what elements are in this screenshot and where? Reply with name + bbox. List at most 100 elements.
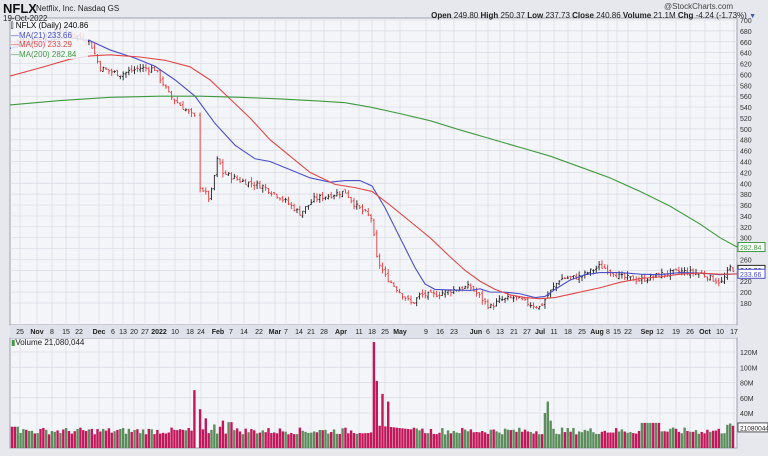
svg-text:60M: 60M [740,396,754,403]
svg-text:25: 25 [578,329,586,336]
svg-text:27: 27 [141,329,149,336]
svg-text:10: 10 [171,329,179,336]
svg-text:10: 10 [716,329,724,336]
low-value: 237.73 [545,11,570,20]
company-name: Netflix, Inc. [36,4,76,13]
svg-text:21: 21 [510,329,518,336]
svg-text:20: 20 [130,329,138,336]
svg-text:580: 580 [740,83,752,90]
ma200-line-icon: — [11,49,19,59]
legend-ma200: —MA(200) 282.84 [11,50,88,60]
volume-label: Volume [622,11,652,20]
svg-text:8: 8 [606,329,610,336]
svg-text:6: 6 [486,329,490,336]
svg-text:27: 27 [523,329,531,336]
svg-text:40M: 40M [740,411,754,418]
svg-text:6: 6 [111,329,115,336]
svg-text:17: 17 [730,329,738,336]
svg-text:14: 14 [240,329,248,336]
svg-text:400: 400 [740,181,752,188]
ohlc-icon: ⫿ [11,21,14,30]
svg-text:26: 26 [686,329,694,336]
svg-text:18: 18 [368,329,376,336]
dropdown-arrow-icon[interactable]: ▼ [749,13,756,20]
svg-text:380: 380 [740,192,752,199]
svg-text:460: 460 [740,149,752,156]
svg-text:100M: 100M [740,365,758,372]
volume-legend-text: Volume 21,080,044 [15,338,85,347]
company-exchange: Netflix, Inc. Nasdaq GS [36,4,119,13]
svg-text:23: 23 [450,329,458,336]
chart-date: 19-Oct-2022 [3,14,48,23]
svg-text:180: 180 [740,301,752,308]
legend-price: ⫿ NFLX (Daily) 240.86 [11,21,88,31]
svg-text:520: 520 [740,116,752,123]
legend-ma50: —MA(50) 233.29 [11,40,88,50]
svg-text:25: 25 [16,329,24,336]
ticker-symbol: NFLX [3,1,37,16]
svg-text:Dec: Dec [93,329,106,336]
svg-text:7: 7 [229,329,233,336]
legend-ma50-text: MA(50) 233.29 [19,40,72,49]
ma21-line-icon: — [11,30,19,40]
svg-text:18: 18 [564,329,572,336]
svg-text:7: 7 [284,329,288,336]
svg-text:540: 540 [740,105,752,112]
svg-text:Mar: Mar [269,329,282,336]
svg-text:22: 22 [75,329,83,336]
svg-text:640: 640 [740,51,752,58]
svg-text:680: 680 [740,29,752,36]
chg-value: -4.24 (-1.73%) [695,11,747,20]
svg-text:233.66: 233.66 [740,272,762,279]
svg-text:8: 8 [50,329,54,336]
close-label: Close [572,11,594,20]
svg-text:700: 700 [740,18,752,25]
svg-text:420: 420 [740,170,752,177]
svg-text:Apr: Apr [335,329,347,336]
chart-legend: ⫿ NFLX (Daily) 240.86 —MA(21) 233.66 —MA… [11,21,89,60]
svg-text:16: 16 [436,329,444,336]
svg-text:600: 600 [740,72,752,79]
svg-text:282.84: 282.84 [740,245,762,252]
svg-text:Sep: Sep [641,329,654,336]
svg-text:14: 14 [295,329,303,336]
svg-text:220: 220 [740,279,752,286]
svg-text:21080044: 21080044 [740,425,768,432]
svg-text:25: 25 [381,329,389,336]
svg-text:Jun: Jun [470,329,482,336]
svg-text:9: 9 [424,329,428,336]
legend-ma21: —MA(21) 233.66 [11,31,88,41]
low-label: Low [527,11,544,20]
svg-text:440: 440 [740,160,752,167]
svg-text:18: 18 [186,329,194,336]
svg-text:Feb: Feb [212,329,224,336]
legend-ma200-text: MA(200) 282.84 [19,49,77,59]
svg-text:13: 13 [496,329,504,336]
svg-text:Jul: Jul [535,329,545,336]
quote-summary: Open 249.80 High 250.37 Low 237.73 Close… [431,11,756,20]
brand-watermark: @StockCharts.com [663,2,733,11]
volume-value: 21.1M [653,11,676,20]
svg-text:May: May [393,329,407,336]
svg-text:320: 320 [740,225,752,232]
legend-price-text: NFLX (Daily) 240.86 [15,21,89,30]
svg-text:21: 21 [307,329,315,336]
svg-text:11: 11 [355,329,362,336]
ma50-line-icon: — [11,40,19,49]
volume-bars-icon: ▮ [11,338,16,347]
svg-text:24: 24 [197,329,205,336]
svg-text:22: 22 [624,329,632,336]
svg-text:300: 300 [740,236,752,243]
legend-ma21-text: MA(21) 233.66 [19,30,72,40]
svg-text:80M: 80M [740,381,754,388]
close-value: 240.86 [596,11,621,20]
svg-text:12: 12 [656,329,664,336]
svg-text:Aug: Aug [590,329,604,336]
svg-text:660: 660 [740,40,752,47]
svg-text:120M: 120M [740,350,758,357]
svg-text:Nov: Nov [30,329,43,336]
svg-text:28: 28 [320,329,328,336]
svg-text:360: 360 [740,203,752,210]
high-value: 250.37 [500,11,525,20]
